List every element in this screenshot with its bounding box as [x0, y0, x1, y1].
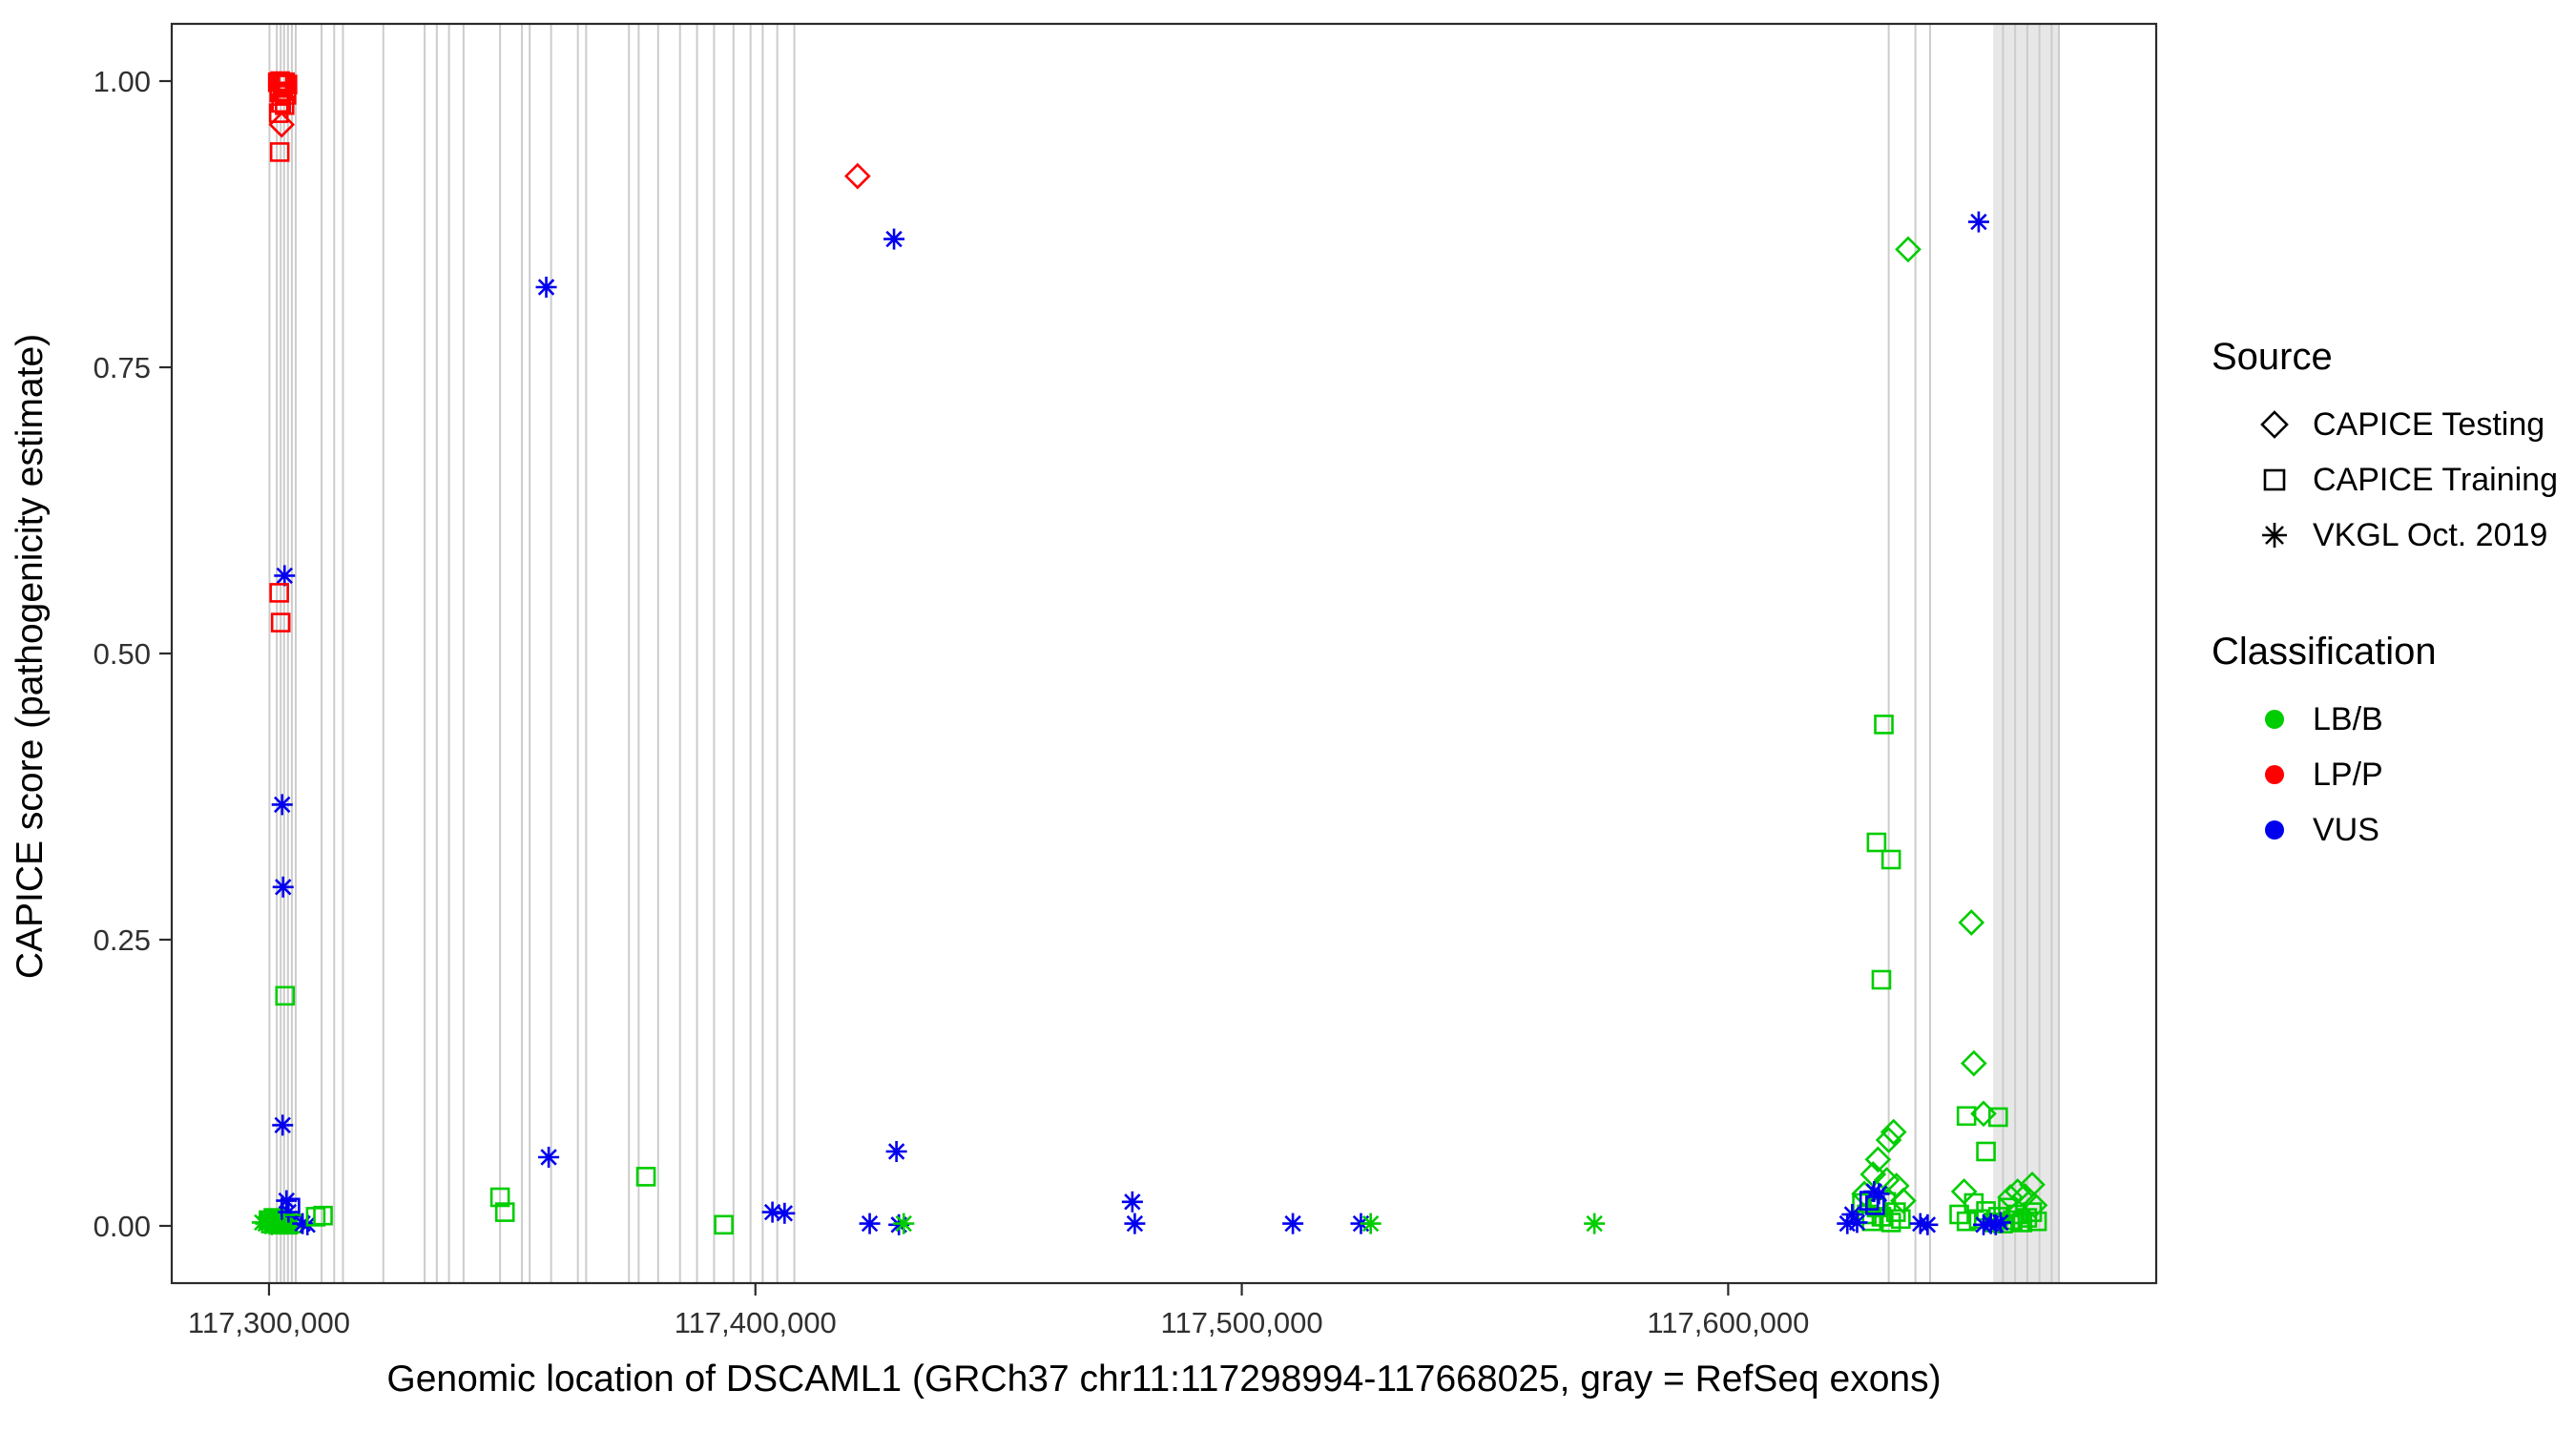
data-point — [259, 1209, 285, 1236]
legend-classification-section: Classification LB/B LP/P VUS — [2212, 631, 2558, 851]
legend-item-label: VUS — [2313, 811, 2379, 848]
data-point — [1846, 1212, 1868, 1234]
data-point — [274, 565, 296, 587]
data-point — [1880, 1118, 1907, 1146]
panel-border — [170, 22, 2158, 1285]
legend-item-label: CAPICE Training — [2313, 461, 2558, 498]
y-tick-label: 1.00 — [93, 65, 151, 98]
green-dot-icon — [2265, 710, 2284, 729]
data-point — [714, 1214, 734, 1235]
x-tick-label: 117,400,000 — [675, 1306, 837, 1339]
y-tick-label: 0.00 — [93, 1210, 151, 1243]
data-point — [1967, 211, 1989, 233]
square-icon — [2263, 468, 2286, 491]
asterisk-icon — [2262, 523, 2287, 548]
legend-item-label: LP/P — [2313, 756, 2383, 793]
data-point — [1958, 909, 1985, 936]
data-point — [1895, 236, 1922, 263]
data-point — [1871, 969, 1892, 990]
data-point — [893, 1213, 915, 1234]
y-axis-title: CAPICE score (pathogenicity estimate) — [10, 333, 51, 980]
data-point — [313, 1205, 333, 1226]
legend-item-lpp: LP/P — [2254, 754, 2558, 796]
data-point — [538, 1147, 560, 1168]
legend-source-title: Source — [2212, 336, 2333, 378]
legend-item-lbb: LB/B — [2254, 698, 2558, 740]
data-point — [1121, 1191, 1143, 1213]
legend-item-vkgl: VKGL Oct. 2019 — [2254, 514, 2558, 556]
data-point — [269, 142, 290, 162]
legend-classification-title: Classification — [2212, 631, 2437, 673]
data-point — [885, 1141, 907, 1162]
data-point — [1950, 1178, 1978, 1205]
diamond-icon — [2260, 410, 2289, 439]
data-point — [1859, 1191, 1880, 1211]
legend-item-label: CAPICE Testing — [2313, 405, 2545, 443]
y-tick-label: 0.50 — [93, 637, 151, 671]
data-point — [270, 612, 291, 633]
red-dot-icon — [2265, 765, 2284, 784]
data-point — [843, 162, 871, 190]
data-point — [1960, 1049, 1987, 1077]
data-point — [271, 794, 293, 816]
data-point — [269, 583, 289, 603]
exon-band — [1993, 24, 2060, 1283]
data-point — [1875, 1127, 1902, 1153]
legend-item-vus: VUS — [2254, 809, 2558, 851]
data-point — [535, 277, 557, 298]
data-point — [1874, 715, 1894, 735]
x-tick-label: 117,500,000 — [1161, 1306, 1323, 1339]
data-point — [272, 1114, 294, 1136]
data-point — [1360, 1213, 1381, 1234]
data-point — [494, 1202, 515, 1222]
y-tick-label: 0.25 — [93, 923, 151, 957]
data-point — [1880, 849, 1901, 870]
legend-item-capice-training: CAPICE Training — [2254, 459, 2558, 501]
data-point — [774, 1202, 796, 1224]
x-axis-title: Genomic location of DSCAML1 (GRCh37 chr1… — [386, 1358, 1942, 1400]
data-point — [1988, 1107, 2008, 1128]
legend-item-capice-testing: CAPICE Testing — [2254, 404, 2558, 446]
data-point — [275, 985, 296, 1006]
data-point — [489, 1187, 510, 1208]
data-point — [1866, 832, 1887, 853]
legend-item-label: VKGL Oct. 2019 — [2313, 516, 2548, 553]
legend-item-label: LB/B — [2313, 700, 2383, 737]
data-point — [271, 93, 292, 114]
data-point — [268, 111, 296, 138]
data-point — [1282, 1213, 1304, 1234]
data-point — [268, 103, 289, 123]
data-point — [883, 228, 905, 250]
data-point — [635, 1167, 656, 1187]
data-point — [1956, 1106, 1977, 1127]
y-tick-label: 0.75 — [93, 351, 151, 384]
data-point — [1864, 1146, 1892, 1173]
legend: Source CAPICE Testing CAPICE Training — [2212, 336, 2558, 864]
data-point — [1976, 1141, 1996, 1162]
data-point — [1865, 1195, 1885, 1215]
x-tick-label: 117,300,000 — [188, 1306, 350, 1339]
data-point — [1890, 1187, 1917, 1214]
data-point — [859, 1213, 881, 1234]
legend-source-section: Source CAPICE Testing CAPICE Training — [2212, 336, 2558, 556]
data-point — [1917, 1213, 1939, 1235]
data-point — [1997, 1184, 2024, 1211]
data-point — [272, 876, 294, 898]
data-point — [1584, 1213, 1606, 1234]
data-point — [2021, 1192, 2048, 1219]
data-point — [1970, 1100, 1997, 1128]
blue-dot-icon — [2265, 820, 2284, 840]
x-tick-label: 117,600,000 — [1647, 1306, 1809, 1339]
data-point — [273, 81, 294, 102]
data-point — [1949, 1204, 1969, 1225]
data-point — [1989, 1212, 2011, 1234]
data-point — [1124, 1213, 1146, 1234]
